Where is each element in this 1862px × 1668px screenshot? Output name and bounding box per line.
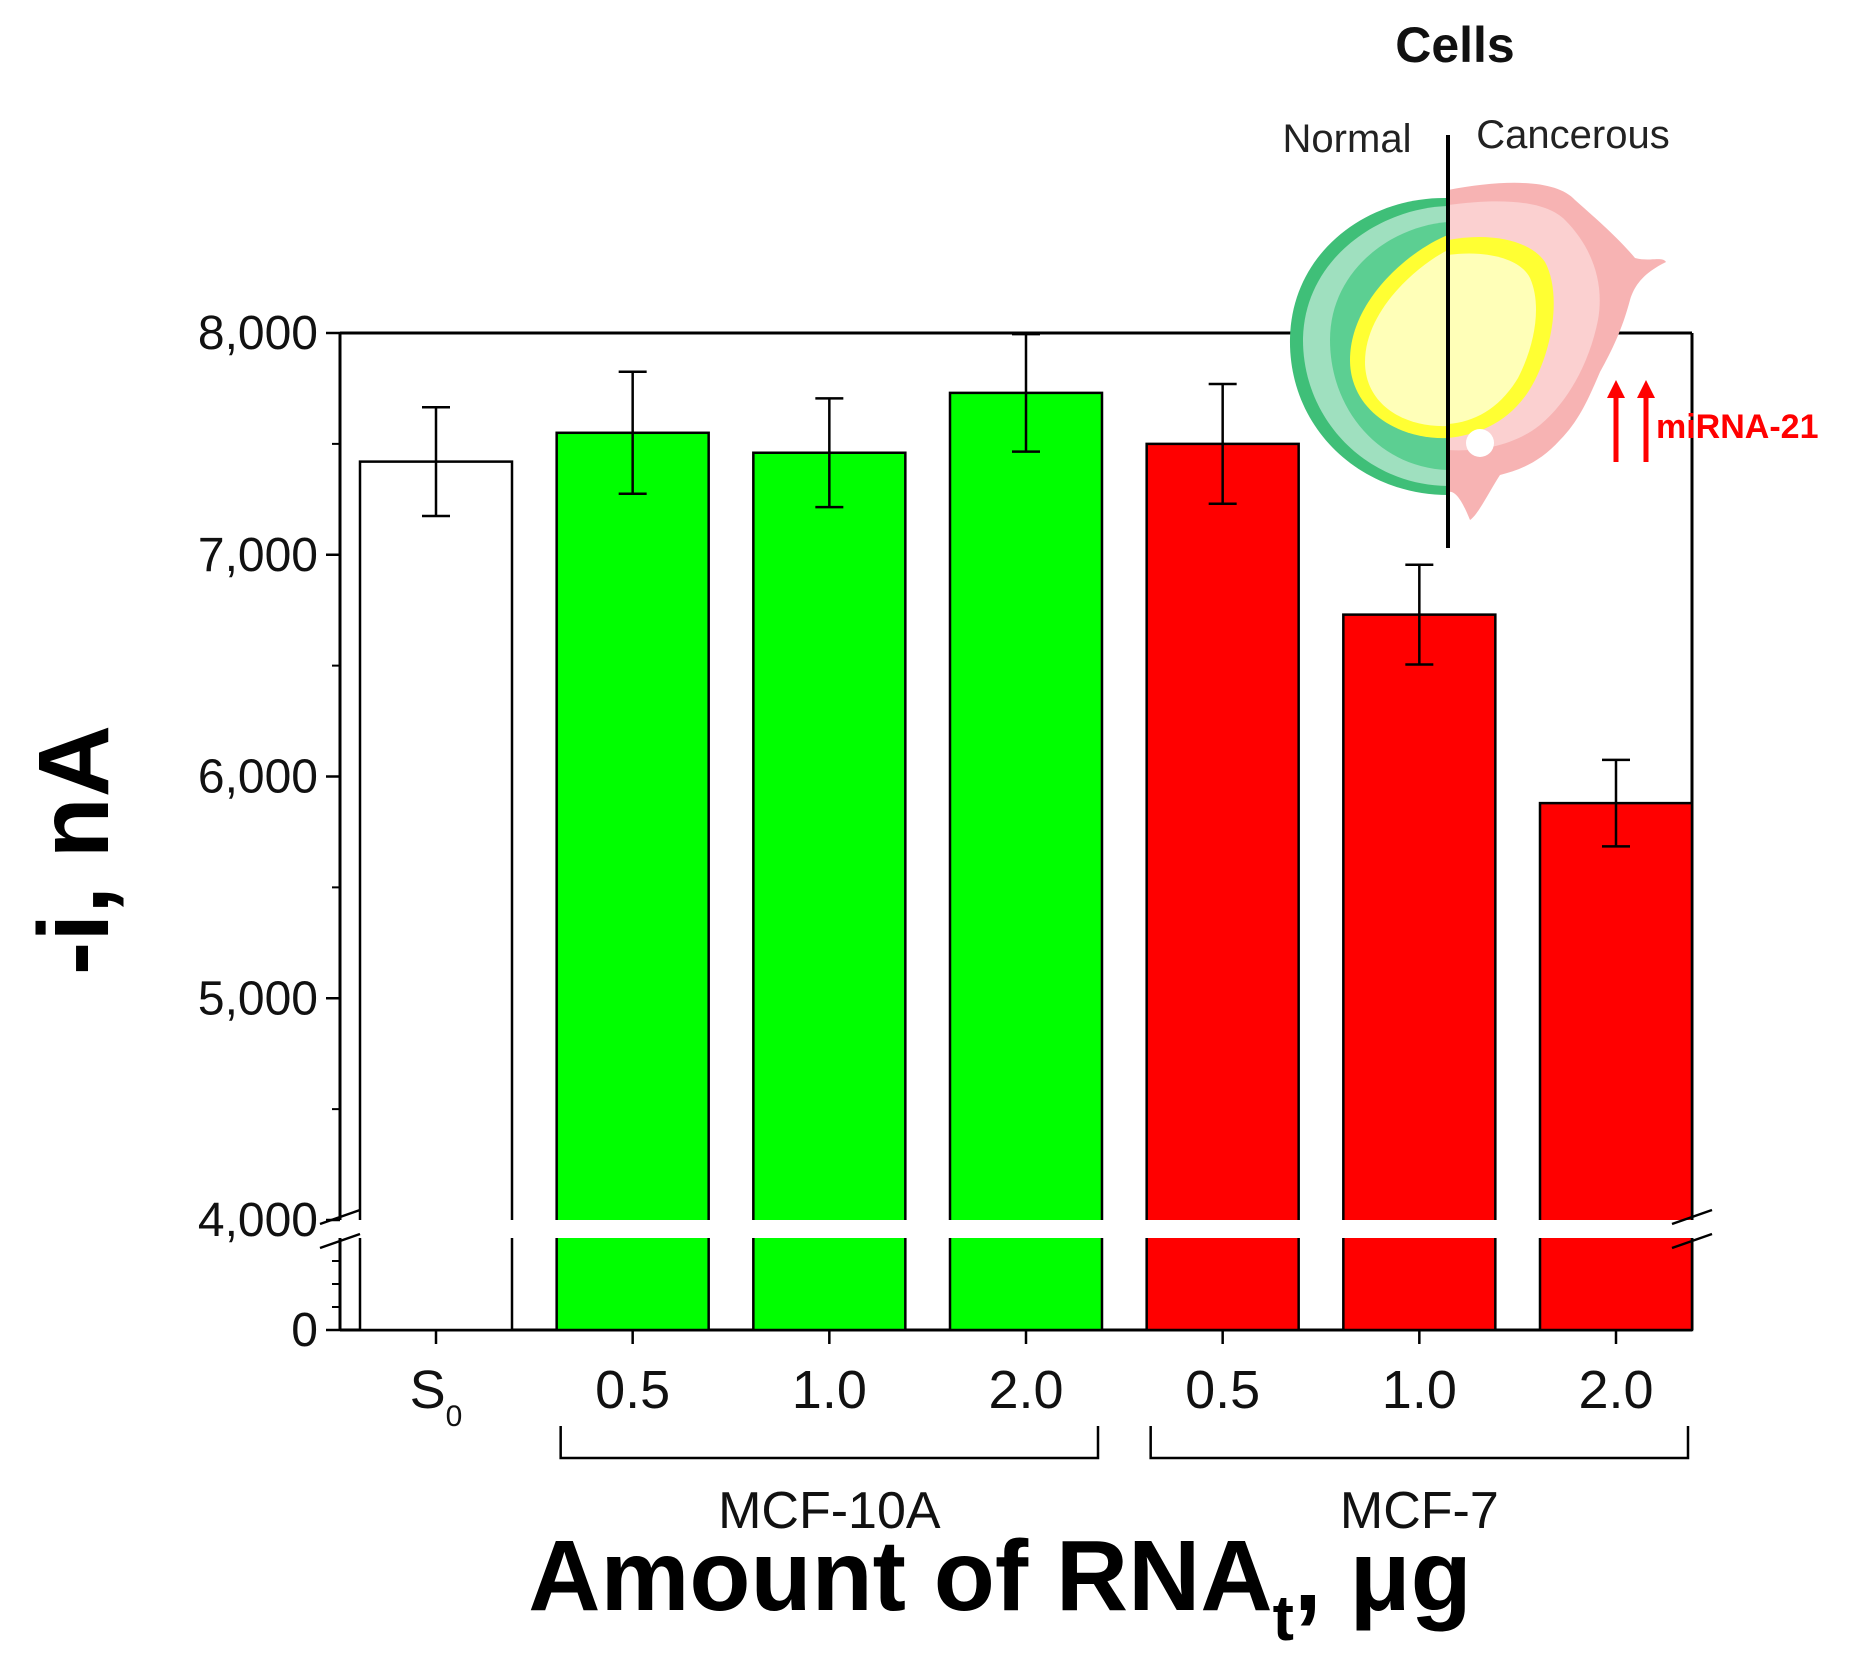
axis-break-band: [328, 1220, 1704, 1238]
x-tick-label-0: S0: [410, 1360, 463, 1433]
y-tick-label-2: 5,000: [198, 972, 318, 1025]
x-tick-label-4: 0.5: [1185, 1360, 1260, 1420]
x-axis-title: Amount of RNAt, μg: [528, 1520, 1471, 1654]
x-tick-label-3: 2.0: [988, 1360, 1063, 1420]
y-tick-label-0: 0: [291, 1304, 318, 1357]
inset-cancerous-label: Cancerous: [1476, 113, 1669, 157]
axis-break-mark-right-top: [1671, 1208, 1713, 1226]
inset-normal-label: Normal: [1283, 117, 1412, 161]
bars-layer: [319, 332, 1713, 1332]
up-arrow-1-head: [1607, 380, 1625, 398]
bar-6: [1538, 801, 1694, 1332]
bar-0: [358, 460, 514, 1332]
y-axis-title: -i, nA: [18, 725, 130, 975]
cancerous-cell-nucleus-core: [1448, 253, 1537, 424]
cell-illustration: Cells Normal Cancerous: [1283, 17, 1818, 548]
y-axis: 0 4,000 5,000 6,000 7,000 8,000: [198, 307, 340, 1357]
x-tick-label-5: 1.0: [1382, 1360, 1457, 1420]
x-axis-title-tail: , μg: [1294, 1520, 1472, 1632]
x-axis: S0 0.5 1.0 2.0 0.5 1.0 2.0 MCF-10A MCF-7: [410, 1330, 1690, 1540]
group-label-1: MCF-7: [1340, 1482, 1499, 1540]
cancerous-cell-vesicle: [1466, 429, 1494, 457]
y-tick-label-5: 8,000: [198, 307, 318, 360]
axis-break-mark-right-bottom: [1671, 1232, 1713, 1250]
axis-break-mark-left-top: [319, 1208, 361, 1226]
group-label-0: MCF-10A: [718, 1482, 941, 1540]
normal-cell-nucleus-core: [1365, 250, 1448, 427]
x-axis-title-main: Amount of RNA: [528, 1520, 1272, 1632]
mirna-label: miRNA-21: [1656, 408, 1818, 446]
mirna-marker: miRNA-21: [1607, 380, 1818, 462]
y-tick-label-1: 4,000: [198, 1194, 318, 1247]
x-axis-title-subscript: t: [1273, 1582, 1294, 1654]
cancerous-cell-half: [1448, 182, 1666, 520]
inset-title: Cells: [1395, 17, 1515, 73]
bar-1: [555, 431, 710, 1332]
y-tick-label-4: 7,000: [198, 529, 318, 582]
x-tick-label-6: 2.0: [1578, 1360, 1653, 1420]
group-bracket-1: [1149, 1426, 1690, 1460]
y-tick-label-3: 6,000: [198, 751, 318, 804]
axis-break-mark-left-bottom: [319, 1232, 361, 1250]
group-bracket-0: [559, 1426, 1100, 1460]
normal-cell-half: [1289, 197, 1448, 496]
x-tick-label-2: 1.0: [792, 1360, 867, 1420]
bar-3: [948, 391, 1104, 1332]
x-tick-label-1: 0.5: [595, 1360, 670, 1420]
up-arrow-2-head: [1637, 380, 1655, 398]
bar-4: [1145, 442, 1300, 1332]
bar-2: [752, 451, 907, 1332]
